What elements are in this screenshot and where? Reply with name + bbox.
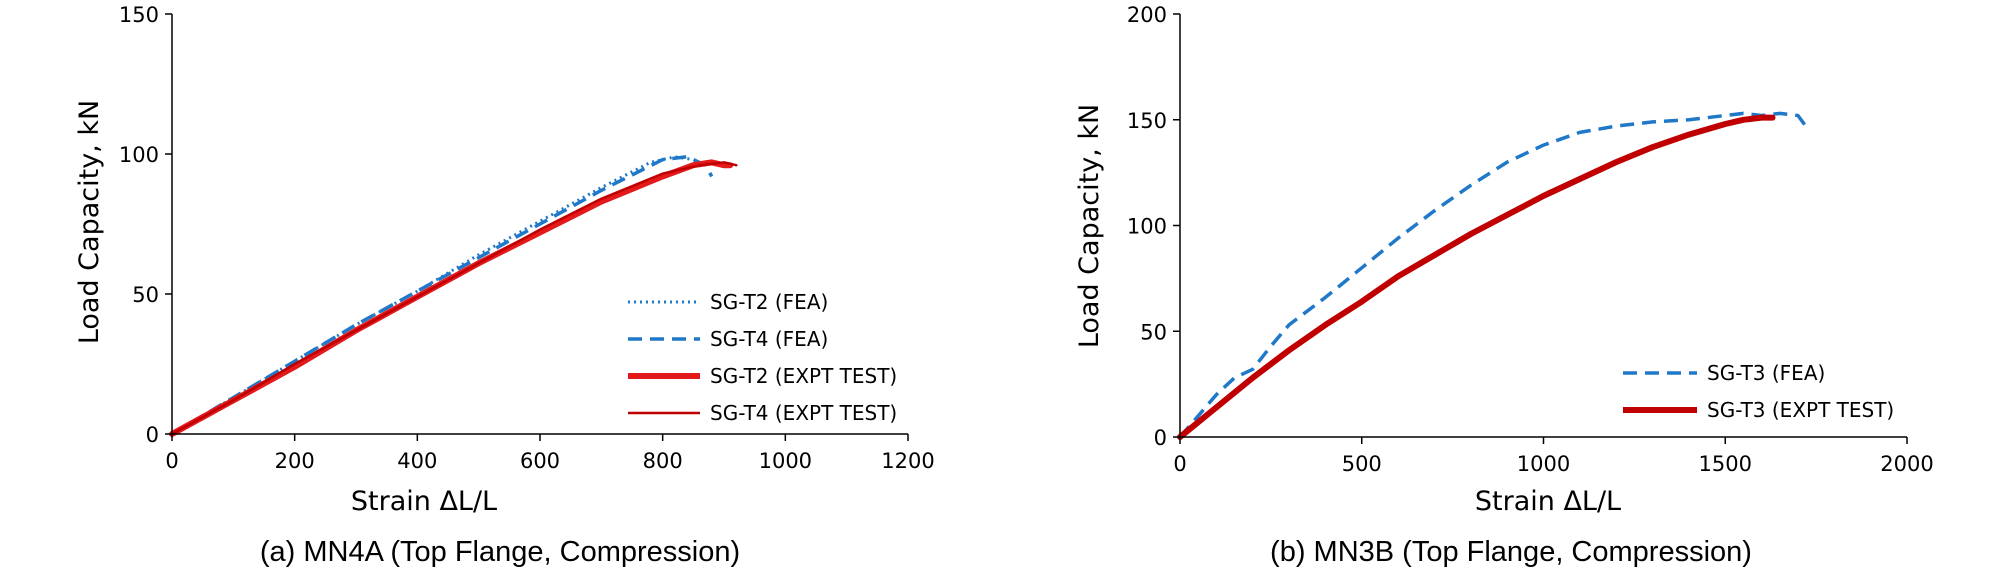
- chart-b-marks: [1177, 111, 1811, 440]
- chart-a-series-3-line: [170, 161, 738, 436]
- chart-a-legend-label: SG-T4 (EXPT TEST): [710, 401, 897, 425]
- chart-a-series-2-line: [169, 159, 734, 437]
- chart-a-legend-label: SG-T2 (EXPT TEST): [710, 364, 897, 388]
- chart-a-x-tick-label: 0: [165, 449, 178, 473]
- chart-a-y-tick-label: 150: [119, 3, 159, 27]
- chart-a-x-tick-label: 1000: [759, 449, 812, 473]
- chart-b-caption: (b) MN3B (Top Flange, Compression): [1270, 536, 1752, 568]
- chart-b-y-tick-label: 200: [1127, 3, 1167, 27]
- chart-b-y-tick-label: 0: [1154, 426, 1167, 450]
- chart-b-x-tick-label: 1500: [1699, 452, 1752, 476]
- chart-a: 0 200 400 600 800 1000 1200 0 50 100 150 Strain ΔL…: [74, 3, 935, 568]
- chart-b-legend-label: SG-T3 (EXPT TEST): [1707, 398, 1894, 422]
- chart-b-x-tick-label: 2000: [1880, 452, 1933, 476]
- chart-b-y-tick-label: 150: [1127, 109, 1167, 133]
- chart-b-legend-label: SG-T3 (FEA): [1707, 361, 1825, 385]
- chart-b-y-tick-label: 50: [1140, 320, 1167, 344]
- chart-a-legend-label: SG-T2 (FEA): [710, 290, 828, 314]
- chart-a-x-tick-label: 200: [275, 449, 315, 473]
- chart-a-axes: 0 200 400 600 800 1000 1200 0 50 100 150: [119, 3, 935, 473]
- chart-a-x-tick-label: 1200: [881, 449, 934, 473]
- chart-a-y-tick-label: 50: [132, 283, 159, 307]
- chart-b: 0 500 1000 1500 2000 0 50 100 150 200 Strain ΔL/L…: [1074, 3, 1934, 568]
- chart-a-y-tick-label: 100: [119, 143, 159, 167]
- chart-a-x-axis-label: Strain ΔL/L: [351, 486, 497, 517]
- chart-a-legend-label: SG-T4 (FEA): [710, 327, 828, 351]
- chart-b-series-1-line: [1177, 114, 1776, 440]
- chart-b-series-0-line: [1178, 111, 1811, 439]
- chart-a-caption: (a) MN4A (Top Flange, Compression): [260, 536, 740, 568]
- chart-a-x-tick-label: 400: [397, 449, 437, 473]
- chart-a-marks: [169, 155, 738, 437]
- chart-a-x-tick-label: 800: [643, 449, 683, 473]
- chart-a-y-axis-label: Load Capacity, kN: [74, 100, 105, 344]
- chart-b-legend: SG-T3 (FEA) SG-T3 (EXPT TEST): [1623, 361, 1894, 422]
- chart-b-axes: 0 500 1000 1500 2000 0 50 100 150 200: [1127, 3, 1934, 476]
- chart-b-x-axis-label: Strain ΔL/L: [1475, 486, 1621, 517]
- chart-b-y-axis-label: Load Capacity, kN: [1074, 104, 1105, 348]
- chart-a-x-tick-label: 600: [520, 449, 560, 473]
- chart-b-x-tick-label: 0: [1173, 452, 1186, 476]
- chart-b-y-tick-label: 100: [1127, 215, 1167, 239]
- chart-a-legend: SG-T2 (FEA) SG-T4 (FEA) SG-T2 (EXPT TEST) S…: [628, 290, 897, 425]
- chart-b-x-tick-label: 500: [1342, 452, 1382, 476]
- chart-b-x-tick-label: 1000: [1517, 452, 1570, 476]
- chart-a-y-tick-label: 0: [146, 423, 159, 447]
